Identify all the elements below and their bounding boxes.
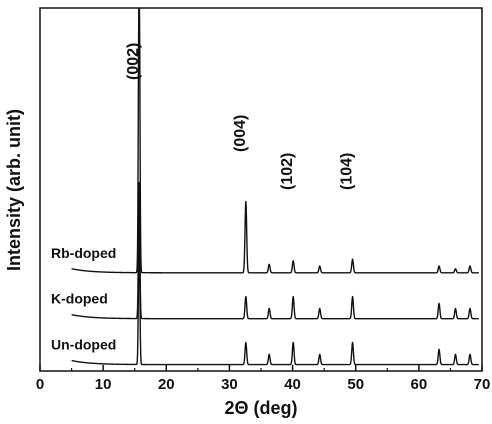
peak-label-1: (004) bbox=[232, 115, 249, 152]
plot-frame bbox=[39, 7, 483, 372]
x-tick-label-5: 50 bbox=[347, 376, 364, 393]
series-layer bbox=[71, 8, 480, 366]
x-tick-label-0: 0 bbox=[36, 376, 44, 393]
series-label-2: Un-doped bbox=[51, 337, 116, 353]
peak-label-0: (002) bbox=[125, 43, 142, 80]
series-line-Un-doped bbox=[71, 227, 480, 366]
series-line-K-doped bbox=[71, 181, 480, 320]
x-ticks: 0 10 20 30 40 50 60 70 bbox=[36, 365, 491, 393]
series-line-Rb-doped bbox=[71, 8, 480, 274]
x-tick-label-3: 30 bbox=[221, 376, 238, 393]
labels-layer: Rb-doped K-doped Un-doped (002) (004) (102) (1… bbox=[51, 43, 356, 353]
x-axis-label: 2Θ (deg) bbox=[224, 398, 297, 418]
peak-label-3: (104) bbox=[339, 153, 356, 190]
x-tick-label-4: 40 bbox=[284, 376, 301, 393]
x-tick-label-7: 70 bbox=[474, 376, 491, 393]
x-tick-label-1: 10 bbox=[95, 376, 112, 393]
x-tick-label-6: 60 bbox=[411, 376, 428, 393]
peak-label-2: (102) bbox=[279, 153, 296, 190]
series-label-0: Rb-doped bbox=[51, 245, 116, 261]
x-tick-label-2: 20 bbox=[158, 376, 175, 393]
y-axis-label: Intensity (arb. unit) bbox=[4, 109, 24, 271]
series-label-1: K-doped bbox=[51, 291, 108, 307]
